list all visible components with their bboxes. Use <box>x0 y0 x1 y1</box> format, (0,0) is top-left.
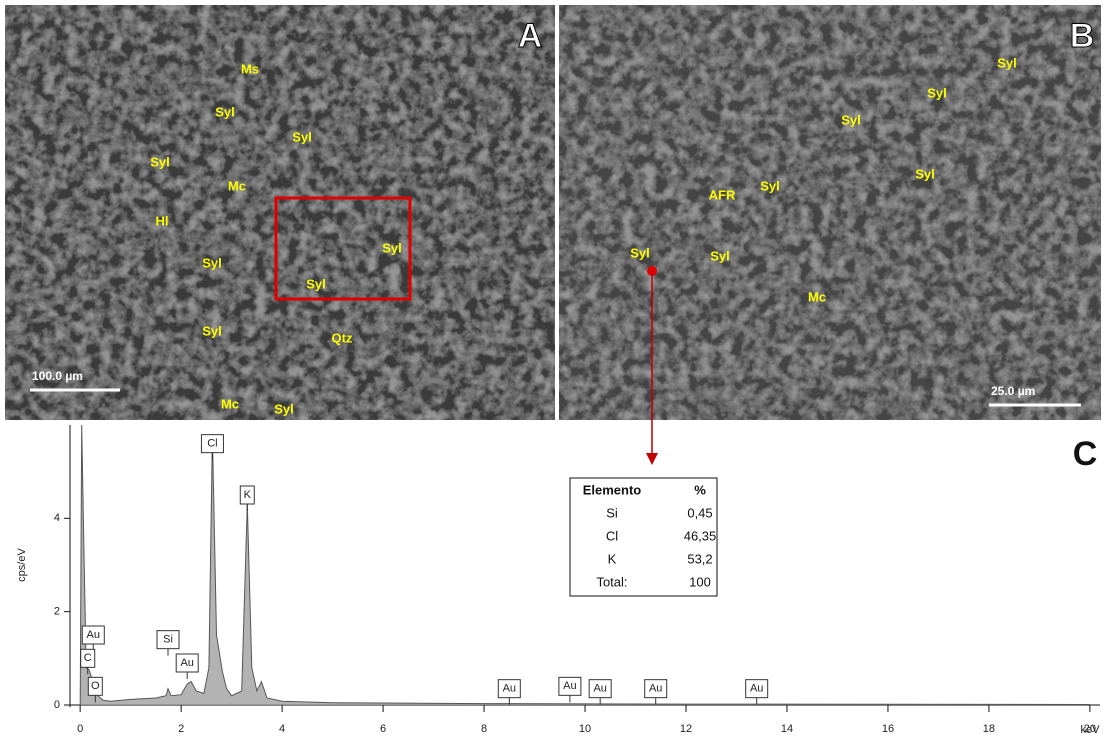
x-tick-label: 6 <box>380 723 386 735</box>
y-axis-label: cps/eV <box>16 548 28 582</box>
annotation: Mc <box>221 396 239 411</box>
peak-label: C <box>84 652 92 664</box>
x-tick-label: 2 <box>178 723 184 735</box>
peak-label: Au <box>649 683 662 695</box>
table-cell: K <box>608 551 617 566</box>
x-tick-label: 10 <box>579 723 591 735</box>
table-cell: 46,35 <box>684 528 717 543</box>
annotation: Syl <box>927 85 947 100</box>
annotation: Syl <box>630 245 650 260</box>
table-cell: Si <box>606 505 618 520</box>
annotation: Syl <box>997 55 1017 70</box>
peak-label: Cl <box>207 438 217 450</box>
annotation: Syl <box>150 154 170 169</box>
sem-image-b <box>559 5 1101 420</box>
peak-label: Si <box>163 634 173 646</box>
table-cell: Cl <box>606 528 618 543</box>
sem-image-a <box>5 5 555 420</box>
scale-label: 25.0 µm <box>991 384 1035 398</box>
x-tick-label: 4 <box>279 723 285 735</box>
annotation: Syl <box>292 129 312 144</box>
table-header: % <box>694 482 706 497</box>
table-cell: 100 <box>689 574 711 589</box>
x-tick-label: 0 <box>77 723 83 735</box>
x-tick-label: 12 <box>680 723 692 735</box>
peak-label: Au <box>593 683 606 695</box>
panel-label: A <box>518 17 543 55</box>
annotation: Syl <box>915 166 935 181</box>
panel-label: C <box>1073 435 1098 473</box>
x-tick-label: 20 <box>1084 723 1096 735</box>
x-tick-label: 16 <box>882 723 894 735</box>
peak-label: O <box>91 680 100 692</box>
y-tick-label: 4 <box>54 512 60 524</box>
annotation: AFR <box>709 187 736 202</box>
annotation: Mc <box>808 289 826 304</box>
table-cell: 53,2 <box>687 551 712 566</box>
x-tick-label: 18 <box>983 723 995 735</box>
annotation: Ms <box>241 61 259 76</box>
scale-label: 100.0 µm <box>32 369 83 383</box>
x-tick-label: 14 <box>781 723 793 735</box>
table-cell: Total: <box>596 574 627 589</box>
peak-label: Au <box>503 683 516 695</box>
annotation: Syl <box>841 112 861 127</box>
annotation: Syl <box>202 255 222 270</box>
peak-label: Au <box>180 657 193 669</box>
peak-label: Au <box>750 683 763 695</box>
peak-label: Au <box>87 629 100 641</box>
y-tick-label: 2 <box>54 606 60 618</box>
annotation: Qtz <box>332 330 353 345</box>
table-header: Elemento <box>583 482 642 497</box>
annotation: Syl <box>760 178 780 193</box>
annotation: Hl <box>156 213 169 228</box>
annotation: Syl <box>202 323 222 338</box>
annotation: Syl <box>274 401 294 416</box>
annotation: Mc <box>228 178 246 193</box>
figure: A B C 100.0 µm 25.0 µm cps/eV keV MsSylS… <box>0 0 1106 738</box>
annotation: Syl <box>382 240 402 255</box>
peak-label: Au <box>563 680 576 692</box>
annotation: Syl <box>306 276 326 291</box>
table-cell: 0,45 <box>687 505 712 520</box>
panel-label: B <box>1070 17 1095 55</box>
annotation: Syl <box>710 248 730 263</box>
annotation: Syl <box>215 104 235 119</box>
x-tick-label: 8 <box>481 723 487 735</box>
y-tick-label: 0 <box>54 699 60 711</box>
peak-label: K <box>244 489 252 501</box>
